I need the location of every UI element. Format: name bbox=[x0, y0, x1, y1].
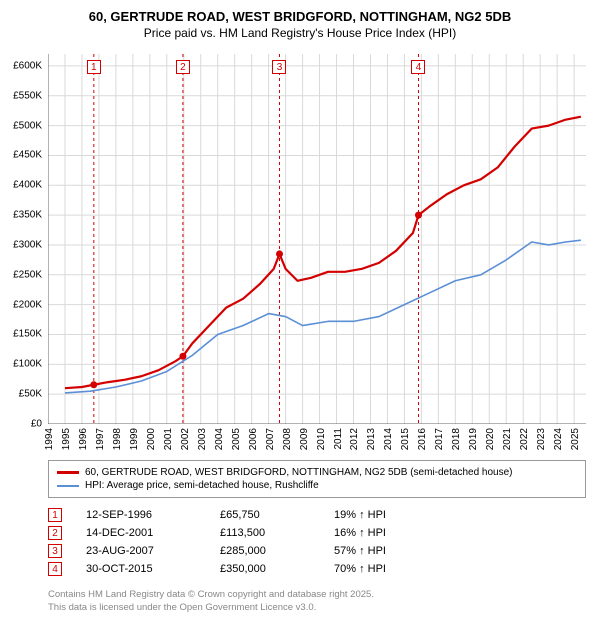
sale-row: 1 12-SEP-1996 £65,750 19% ↑ HPI bbox=[48, 508, 586, 522]
y-axis-label: £0 bbox=[31, 419, 42, 430]
y-axis-label: £300K bbox=[13, 239, 42, 250]
x-axis-label: 1999 bbox=[129, 428, 140, 450]
sale-row-date: 14-DEC-2001 bbox=[86, 527, 196, 539]
y-axis-label: £500K bbox=[13, 120, 42, 131]
y-axis-label: £50K bbox=[19, 389, 42, 400]
x-axis-label: 2010 bbox=[316, 428, 327, 450]
x-axis-label: 2003 bbox=[197, 428, 208, 450]
x-axis-label: 2006 bbox=[248, 428, 259, 450]
x-axis-label: 2004 bbox=[214, 428, 225, 450]
footer: Contains HM Land Registry data © Crown c… bbox=[48, 589, 586, 614]
x-axis-label: 2000 bbox=[146, 428, 157, 450]
x-axis-label: 1998 bbox=[112, 428, 123, 450]
sale-row-price: £285,000 bbox=[220, 545, 310, 557]
sale-marker: 1 bbox=[87, 60, 101, 74]
y-axis-label: £150K bbox=[13, 329, 42, 340]
chart-subtitle: Price paid vs. HM Land Registry's House … bbox=[0, 26, 600, 46]
footer-line-2: This data is licensed under the Open Gov… bbox=[48, 602, 586, 614]
sale-row: 4 30-OCT-2015 £350,000 70% ↑ HPI bbox=[48, 562, 586, 576]
x-axis-label: 2002 bbox=[180, 428, 191, 450]
y-axis-label: £400K bbox=[13, 180, 42, 191]
x-axis-label: 1995 bbox=[61, 428, 72, 450]
x-axis-label: 2014 bbox=[383, 428, 394, 450]
x-axis-label: 1996 bbox=[78, 428, 89, 450]
y-axis-label: £100K bbox=[13, 359, 42, 370]
legend-row-property: 60, GERTRUDE ROAD, WEST BRIDGFORD, NOTTI… bbox=[57, 467, 577, 478]
x-axis-label: 2005 bbox=[231, 428, 242, 450]
x-axis-label: 2018 bbox=[451, 428, 462, 450]
x-axis-label: 2009 bbox=[299, 428, 310, 450]
sale-row-date: 30-OCT-2015 bbox=[86, 563, 196, 575]
x-axis-label: 2011 bbox=[333, 428, 344, 450]
sale-marker: 2 bbox=[176, 60, 190, 74]
x-axis-label: 2013 bbox=[366, 428, 377, 450]
chart-title: 60, GERTRUDE ROAD, WEST BRIDGFORD, NOTTI… bbox=[0, 0, 600, 26]
x-axis-label: 2012 bbox=[349, 428, 360, 450]
sale-row-marker: 3 bbox=[48, 544, 62, 558]
sale-row-date: 23-AUG-2007 bbox=[86, 545, 196, 557]
x-axis-label: 2016 bbox=[417, 428, 428, 450]
sale-marker: 4 bbox=[411, 60, 425, 74]
sale-row-diff: 57% ↑ HPI bbox=[334, 545, 434, 557]
page: 60, GERTRUDE ROAD, WEST BRIDGFORD, NOTTI… bbox=[0, 0, 600, 620]
sale-row-price: £113,500 bbox=[220, 527, 310, 539]
legend-label-property: 60, GERTRUDE ROAD, WEST BRIDGFORD, NOTTI… bbox=[85, 467, 513, 478]
sale-row: 3 23-AUG-2007 £285,000 57% ↑ HPI bbox=[48, 544, 586, 558]
x-axis-label: 2024 bbox=[553, 428, 564, 450]
sale-row-price: £65,750 bbox=[220, 509, 310, 521]
y-axis-label: £600K bbox=[13, 60, 42, 71]
sale-marker: 3 bbox=[272, 60, 286, 74]
y-axis-label: £550K bbox=[13, 90, 42, 101]
x-axis-label: 2007 bbox=[265, 428, 276, 450]
legend-swatch-property bbox=[57, 471, 79, 474]
x-axis-label: 2008 bbox=[282, 428, 293, 450]
chart-svg bbox=[48, 54, 586, 424]
sales-table: 1 12-SEP-1996 £65,750 19% ↑ HPI 2 14-DEC-2001… bbox=[48, 504, 586, 580]
legend: 60, GERTRUDE ROAD, WEST BRIDGFORD, NOTTI… bbox=[48, 460, 586, 498]
legend-label-hpi: HPI: Average price, semi-detached house,… bbox=[85, 480, 319, 491]
x-axis-label: 2001 bbox=[163, 428, 174, 450]
x-axis-label: 2022 bbox=[519, 428, 530, 450]
y-axis-label: £200K bbox=[13, 299, 42, 310]
sale-row-diff: 70% ↑ HPI bbox=[334, 563, 434, 575]
sale-row-marker: 1 bbox=[48, 508, 62, 522]
sale-row-date: 12-SEP-1996 bbox=[86, 509, 196, 521]
x-axis-label: 2015 bbox=[400, 428, 411, 450]
chart-area: £0£50K£100K£150K£200K£250K£300K£350K£400… bbox=[48, 54, 586, 424]
legend-swatch-hpi bbox=[57, 485, 79, 487]
x-axis-label: 2023 bbox=[536, 428, 547, 450]
x-axis-label: 2021 bbox=[502, 428, 513, 450]
footer-line-1: Contains HM Land Registry data © Crown c… bbox=[48, 589, 586, 601]
y-axis-label: £450K bbox=[13, 150, 42, 161]
x-axis-label: 2019 bbox=[468, 428, 479, 450]
x-axis-label: 2017 bbox=[434, 428, 445, 450]
x-axis-label: 2025 bbox=[570, 428, 581, 450]
sale-row-diff: 16% ↑ HPI bbox=[334, 527, 434, 539]
sale-row: 2 14-DEC-2001 £113,500 16% ↑ HPI bbox=[48, 526, 586, 540]
x-axis-label: 1997 bbox=[95, 428, 106, 450]
y-axis-label: £250K bbox=[13, 269, 42, 280]
sale-row-marker: 2 bbox=[48, 526, 62, 540]
sale-row-diff: 19% ↑ HPI bbox=[334, 509, 434, 521]
x-axis-label: 2020 bbox=[485, 428, 496, 450]
x-axis-label: 1994 bbox=[44, 428, 55, 450]
y-axis-label: £350K bbox=[13, 210, 42, 221]
sale-row-marker: 4 bbox=[48, 562, 62, 576]
sale-row-price: £350,000 bbox=[220, 563, 310, 575]
legend-row-hpi: HPI: Average price, semi-detached house,… bbox=[57, 480, 577, 491]
